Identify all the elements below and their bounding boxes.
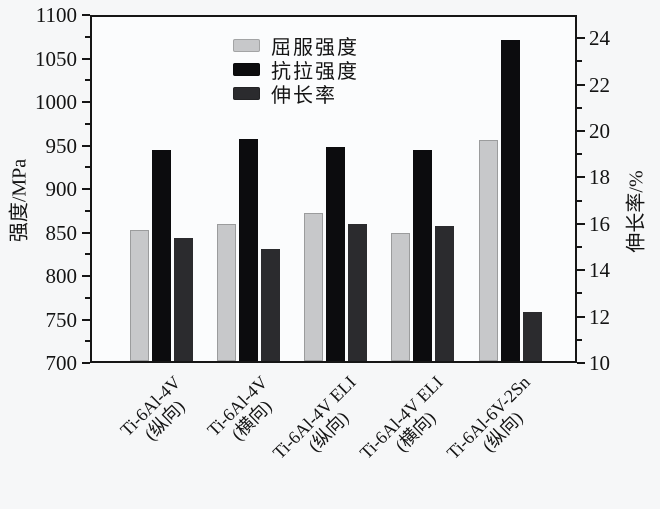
right-minor-tick: [577, 338, 582, 341]
left-major-tick: [82, 14, 90, 16]
x-category-label: Ti-6Al-4V ELI (纵向): [268, 372, 373, 477]
bar-抗拉强度-1: [238, 138, 258, 361]
bar-伸长率-3: [435, 226, 455, 361]
left-minor-tick: [85, 122, 90, 125]
left-tick-label: 1050: [35, 46, 77, 71]
elongation-swatch: [233, 86, 260, 100]
left-minor-tick: [85, 79, 90, 82]
right-minor-tick: [577, 153, 582, 156]
left-minor-tick: [85, 296, 90, 299]
right-minor-tick: [577, 246, 582, 248]
left-major-tick: [82, 362, 90, 364]
bar-抗拉强度-3: [413, 149, 433, 361]
legend-label: 屈服强度: [271, 36, 359, 59]
left-tick-label: 750: [45, 307, 78, 332]
left-tick-label: 1000: [35, 90, 77, 114]
left-minor-tick: [85, 209, 90, 212]
right-tick-label: 12: [589, 304, 610, 329]
right-major-tick: [577, 130, 585, 132]
right-tick-label: 16: [589, 211, 610, 236]
left-major-tick: [82, 101, 90, 103]
left-minor-tick: [85, 253, 90, 256]
right-tick-label: 22: [589, 72, 610, 97]
right-major-tick: [577, 37, 585, 40]
bar-屈服强度-0: [129, 229, 149, 361]
right-major-tick: [577, 315, 585, 318]
bar-伸长率-0: [173, 237, 193, 361]
right-minor-tick: [577, 292, 582, 295]
right-tick-label: 20: [589, 119, 610, 143]
yield-strength-swatch: [233, 38, 260, 52]
right-minor-tick: [577, 60, 582, 63]
x-category-label: Ti-6Al-4V ELI (横向): [356, 372, 461, 477]
left-major-tick: [82, 318, 90, 321]
left-minor-tick: [85, 340, 90, 343]
bar-屈服强度-2: [304, 213, 324, 361]
right-tick-label: 14: [589, 258, 610, 283]
left-tick-label: 950: [45, 133, 78, 158]
right-major-tick: [577, 362, 585, 364]
bar-抗拉强度-2: [326, 147, 346, 361]
left-tick-label: 850: [45, 220, 78, 245]
left-major-tick: [82, 188, 90, 190]
right-tick-label: 18: [589, 165, 610, 190]
x-category-label: Ti-6Al-6V-2Sn (纵向): [443, 372, 548, 477]
bar-屈服强度-3: [391, 233, 411, 361]
bar-伸长率-1: [260, 249, 280, 361]
tensile-strength-swatch: [233, 62, 260, 76]
left-major-tick: [82, 144, 90, 147]
right-major-tick: [577, 83, 585, 86]
left-major-tick: [82, 57, 90, 60]
right-minor-tick: [577, 199, 582, 202]
x-category-label: Ti-6Al-4V (纵向): [117, 372, 199, 454]
left-major-tick: [82, 275, 90, 277]
left-major-tick: [82, 231, 90, 234]
right-major-tick: [577, 269, 585, 272]
right-major-tick: [577, 222, 585, 225]
right-tick-label: 10: [589, 351, 610, 375]
left-minor-tick: [85, 166, 90, 169]
bar-伸长率-4: [522, 311, 542, 361]
legend-label: 伸长率: [271, 84, 337, 107]
left-tick-label: 800: [45, 264, 78, 288]
legend-item-tensile-strength: 抗拉强度: [233, 57, 359, 83]
left-tick-label: 700: [45, 351, 78, 375]
legend-label: 抗拉强度: [271, 60, 359, 83]
legend: 屈服强度 抗拉强度 伸长率: [233, 33, 359, 107]
bar-屈服强度-1: [216, 223, 236, 361]
left-tick-label: 1100: [35, 3, 77, 27]
legend-item-yield-strength: 屈服强度: [233, 33, 359, 59]
bar-伸长率-2: [348, 223, 368, 361]
right-major-tick: [577, 176, 585, 179]
bar-抗拉强度-4: [500, 40, 520, 361]
right-tick-label: 24: [589, 26, 610, 51]
left-minor-tick: [85, 35, 90, 38]
legend-item-elongation: 伸长率: [233, 81, 359, 107]
right-minor-tick: [577, 106, 582, 109]
bar-屈服强度-4: [478, 140, 498, 361]
left-tick-label: 900: [45, 177, 78, 201]
bar-抗拉强度-0: [151, 149, 171, 361]
